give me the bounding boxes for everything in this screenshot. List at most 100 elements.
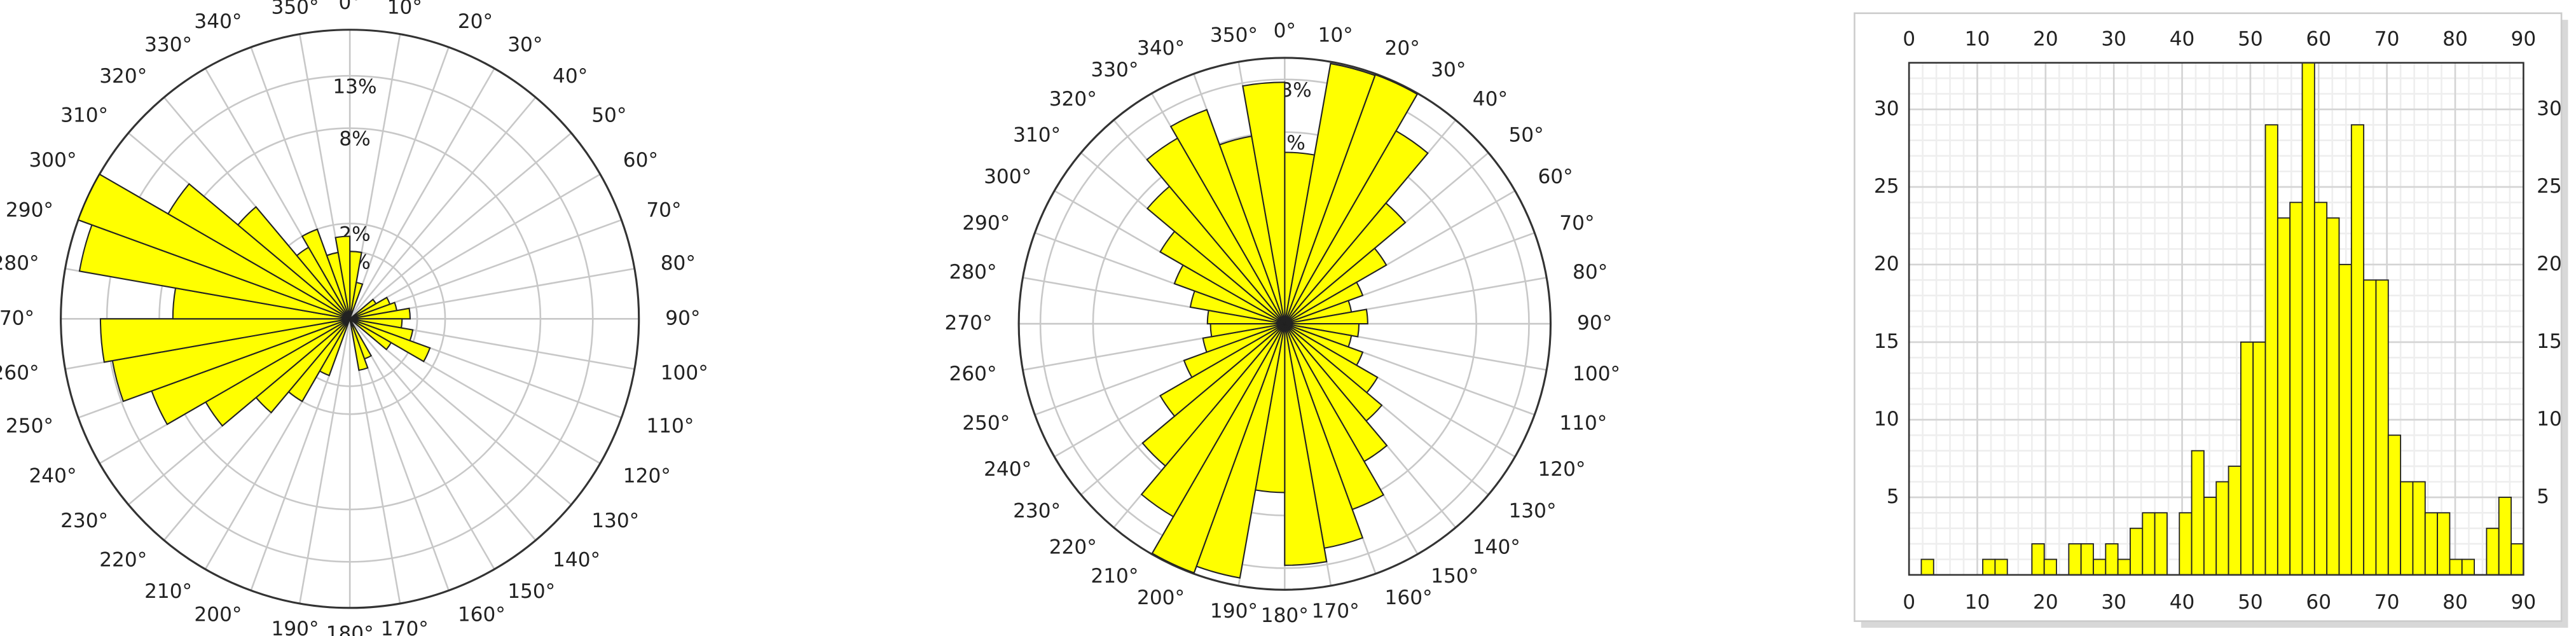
x-tick-label: 50 (2238, 27, 2263, 50)
angle-label: 320° (1049, 88, 1097, 111)
angle-label: 330° (144, 34, 192, 57)
x-tick-label: 10 (1965, 591, 1990, 614)
bar (2203, 496, 2217, 576)
angle-label: 340° (194, 10, 242, 33)
bar (2387, 434, 2402, 576)
spoke (349, 132, 572, 320)
angle-label: 130° (1508, 500, 1556, 523)
angle-label: 150° (507, 580, 555, 603)
y-tick-label: 30 (1874, 97, 1899, 120)
bar (1982, 558, 1996, 576)
y-tick-label: 10 (1874, 408, 1899, 431)
angle-label: 30° (1431, 59, 1466, 81)
angle-label: 20° (458, 10, 493, 33)
bar (2412, 481, 2426, 576)
angle-label: 140° (553, 548, 600, 571)
angle-label: 90° (665, 307, 700, 329)
x-tick-label: 70 (2374, 27, 2400, 50)
bar (2511, 543, 2524, 576)
petal (237, 205, 350, 320)
petal (301, 228, 351, 319)
x-tick-label: 0 (1903, 27, 1915, 50)
y-tick-label: 10 (2537, 408, 2562, 431)
angle-label: 230° (60, 509, 108, 532)
bar (2400, 481, 2414, 576)
x-tick-label: 80 (2442, 591, 2468, 614)
petal (334, 235, 351, 319)
angle-label: 10° (387, 0, 422, 19)
angle-label: 150° (1431, 565, 1478, 588)
angle-label: 20° (1385, 37, 1420, 60)
spoke (298, 319, 351, 604)
petal (1284, 130, 1429, 324)
angle-label: 10° (1318, 24, 1353, 46)
angle-label: 160° (1385, 586, 1433, 609)
petal (1284, 281, 1364, 325)
angle-label: 40° (1473, 88, 1508, 111)
petal (1169, 109, 1286, 324)
y-tick-label: 25 (2537, 175, 2562, 198)
bar (2179, 512, 2193, 576)
angle-label: 50° (591, 104, 626, 127)
bar (2313, 202, 2328, 576)
y-tick-label: 15 (2537, 330, 2562, 353)
angle-label: 220° (99, 548, 147, 571)
bar (2363, 279, 2377, 576)
plot-frame (1908, 62, 2524, 576)
bar (2289, 202, 2303, 576)
petal (1183, 323, 1285, 378)
angle-label: 50° (1508, 124, 1543, 147)
angle-label: 290° (6, 199, 53, 222)
petal (1284, 247, 1388, 324)
x-tick-label: 60 (2306, 591, 2331, 614)
outer-circle (1017, 57, 1552, 591)
petal (77, 173, 350, 320)
x-tick-label: 10 (1965, 27, 1990, 50)
x-tick-label: 90 (2511, 591, 2537, 614)
x-tick-label: 0 (1903, 591, 1915, 614)
bar (2142, 512, 2156, 576)
angle-label: 0° (1274, 19, 1296, 42)
bar (2105, 543, 2119, 576)
x-tick-label: 50 (2238, 591, 2263, 614)
angle-label: 170° (1312, 600, 1360, 623)
outer-circle (60, 29, 640, 609)
angle-label: 210° (144, 580, 192, 603)
angle-label: 260° (0, 361, 39, 384)
angle-label: 40° (553, 65, 588, 88)
angle-label: 280° (949, 261, 997, 284)
x-tick-label: 70 (2374, 591, 2400, 614)
angle-label: 80° (1573, 261, 1608, 284)
angle-label: 250° (6, 415, 53, 438)
spoke (349, 318, 495, 570)
angle-label: 220° (1049, 536, 1097, 558)
spoke (349, 318, 537, 541)
petal (1284, 74, 1419, 324)
petal (1141, 323, 1286, 467)
angle-label: 290° (962, 212, 1010, 235)
x-tick-label: 20 (2033, 27, 2058, 50)
angle-label: 80° (661, 252, 696, 275)
bar (2093, 558, 2107, 576)
bar (2276, 217, 2291, 576)
bar (2252, 341, 2266, 576)
angle-label: 350° (1210, 24, 1258, 46)
y-tick-label: 25 (1874, 175, 1899, 198)
angle-label: 190° (1210, 600, 1258, 623)
angle-label: 120° (623, 464, 671, 487)
angle-label: 310° (1013, 124, 1061, 147)
bar (2449, 558, 2463, 576)
petal (1284, 202, 1407, 324)
x-tick-label: 20 (2033, 591, 2058, 614)
angle-label: 340° (1137, 37, 1185, 60)
x-tick-label: 40 (2170, 591, 2195, 614)
y-tick-label: 20 (2537, 252, 2562, 275)
petal (1242, 81, 1286, 324)
angle-label: 190° (272, 618, 319, 636)
angle-label: 230° (1013, 500, 1061, 523)
x-tick-label: 40 (2170, 27, 2195, 50)
angle-label: 160° (458, 603, 506, 626)
angle-label: 120° (1538, 458, 1585, 481)
bar (2301, 62, 2315, 576)
angle-label: 70° (1559, 212, 1594, 235)
